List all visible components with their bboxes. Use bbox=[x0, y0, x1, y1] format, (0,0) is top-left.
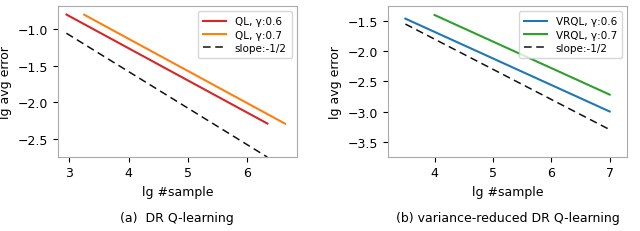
slope:-1/2 bbox=[264, 156, 271, 159]
QL, γ:0.6 bbox=[182, 79, 190, 82]
VRQL, γ:0.6 bbox=[573, 96, 581, 99]
QL, γ:0.7 bbox=[250, 106, 257, 109]
slope:-1/2 bbox=[606, 129, 614, 131]
slope:-1/2 bbox=[244, 145, 252, 147]
X-axis label: lg #sample: lg #sample bbox=[141, 185, 213, 198]
VRQL, γ:0.6 bbox=[402, 18, 410, 21]
slope:-1/2 bbox=[401, 24, 409, 26]
slope:-1/2 bbox=[587, 119, 595, 122]
VRQL, γ:0.7 bbox=[589, 86, 597, 89]
Line: QL, γ:0.7: QL, γ:0.7 bbox=[84, 16, 285, 124]
VRQL, γ:0.7 bbox=[431, 15, 438, 17]
Text: (b) variance-reduced DR Q-learning: (b) variance-reduced DR Q-learning bbox=[396, 211, 620, 224]
VRQL, γ:0.7 bbox=[606, 94, 614, 97]
slope:-1/2 bbox=[232, 137, 239, 140]
slope:-1/2 bbox=[63, 33, 70, 36]
slope:-1/2 bbox=[522, 86, 530, 88]
slope:-1/2 bbox=[402, 24, 410, 27]
Line: slope:-1/2: slope:-1/2 bbox=[405, 25, 610, 130]
slope:-1/2 bbox=[523, 86, 531, 89]
QL, γ:0.6 bbox=[244, 112, 252, 115]
Line: slope:-1/2: slope:-1/2 bbox=[67, 34, 268, 158]
QL, γ:0.7 bbox=[199, 79, 207, 81]
VRQL, γ:0.7 bbox=[534, 61, 542, 64]
slope:-1/2 bbox=[63, 33, 71, 36]
VRQL, γ:0.6 bbox=[522, 73, 530, 76]
VRQL, γ:0.7 bbox=[431, 15, 439, 18]
Line: QL, γ:0.6: QL, γ:0.6 bbox=[67, 15, 268, 124]
Legend: QL, γ:0.6, QL, γ:0.7, slope:-1/2: QL, γ:0.6, QL, γ:0.7, slope:-1/2 bbox=[198, 12, 292, 59]
slope:-1/2 bbox=[527, 88, 534, 91]
QL, γ:0.7 bbox=[204, 81, 211, 83]
Legend: VRQL, γ:0.6, VRQL, γ:0.7, slope:-1/2: VRQL, γ:0.6, VRQL, γ:0.7, slope:-1/2 bbox=[519, 12, 622, 59]
VRQL, γ:0.7 bbox=[538, 63, 545, 66]
Y-axis label: lg avg error: lg avg error bbox=[0, 46, 12, 118]
slope:-1/2 bbox=[182, 106, 190, 109]
VRQL, γ:0.6 bbox=[523, 73, 531, 76]
VRQL, γ:0.7 bbox=[579, 81, 586, 84]
QL, γ:0.6 bbox=[182, 78, 189, 81]
VRQL, γ:0.6 bbox=[401, 18, 409, 21]
QL, γ:0.6 bbox=[63, 14, 70, 17]
QL, γ:0.6 bbox=[63, 15, 71, 17]
QL, γ:0.6 bbox=[186, 81, 193, 83]
VRQL, γ:0.6 bbox=[527, 75, 534, 78]
QL, γ:0.6 bbox=[232, 106, 239, 108]
QL, γ:0.7 bbox=[262, 112, 270, 115]
X-axis label: lg #sample: lg #sample bbox=[472, 185, 543, 198]
QL, γ:0.7 bbox=[81, 14, 88, 17]
Y-axis label: lg avg error: lg avg error bbox=[329, 46, 342, 118]
QL, γ:0.7 bbox=[200, 79, 207, 82]
QL, γ:0.7 bbox=[81, 15, 89, 17]
Line: VRQL, γ:0.6: VRQL, γ:0.6 bbox=[405, 20, 610, 112]
slope:-1/2 bbox=[182, 106, 189, 109]
VRQL, γ:0.7 bbox=[535, 62, 543, 64]
slope:-1/2 bbox=[573, 112, 581, 115]
Text: (a)  DR Q-learning: (a) DR Q-learning bbox=[120, 211, 234, 224]
QL, γ:0.7 bbox=[281, 123, 289, 125]
VRQL, γ:0.6 bbox=[587, 102, 595, 105]
Line: VRQL, γ:0.7: VRQL, γ:0.7 bbox=[435, 16, 610, 95]
QL, γ:0.6 bbox=[264, 123, 271, 125]
slope:-1/2 bbox=[186, 108, 193, 111]
VRQL, γ:0.6 bbox=[606, 111, 614, 113]
